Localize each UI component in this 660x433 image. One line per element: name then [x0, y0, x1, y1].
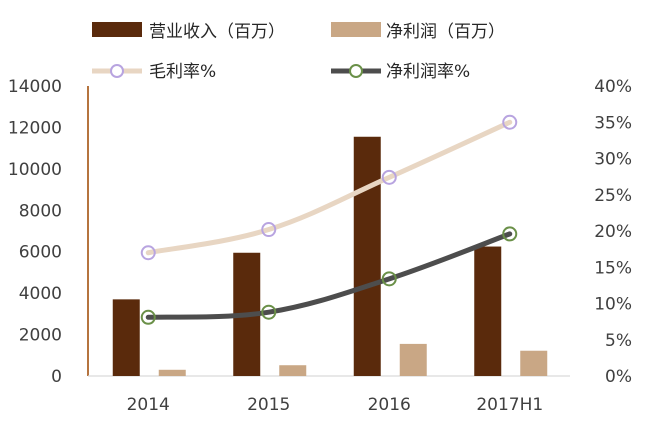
y-right-tick-label: 30%: [594, 150, 632, 170]
y-right-tick-label: 25%: [594, 186, 632, 206]
y-left-tick-label: 10000: [8, 160, 62, 180]
net-margin-point: [381, 271, 397, 287]
legend-swatch-net-profit: [331, 22, 381, 37]
legend-label-net-margin: 净利润率%: [386, 62, 470, 82]
y-right-tick-label: 15%: [594, 258, 632, 278]
y-right-tick-label: 35%: [594, 113, 632, 133]
legend-marker-gross-margin: [110, 64, 124, 78]
gross-margin-point: [502, 114, 518, 130]
net-margin-point: [140, 309, 156, 325]
y-left-tick-label: 14000: [8, 77, 62, 97]
y-left-tick-label: 8000: [19, 201, 62, 221]
gross-margin-point: [261, 222, 277, 238]
bar-net-profit: [158, 369, 186, 376]
y-right-tick-label: 10%: [594, 295, 632, 315]
y-right-tick-label: 40%: [594, 77, 632, 97]
legend-marker-net-margin: [349, 64, 363, 78]
net-margin-point: [502, 226, 518, 242]
y-left-tick-label: 4000: [19, 284, 62, 304]
x-tick-label: 2015: [247, 395, 290, 415]
net-margin-point: [261, 304, 277, 320]
bar-net-profit: [279, 365, 307, 376]
gross-margin-point: [140, 245, 156, 261]
legend-swatch-revenue: [92, 22, 142, 37]
legend-label-net-profit: 净利润（百万）: [386, 22, 505, 42]
x-tick-label: 2016: [368, 395, 411, 415]
y-left-tick-label: 6000: [19, 243, 62, 263]
y-right-tick-label: 5%: [605, 331, 632, 351]
gross-margin-point: [381, 169, 397, 185]
legend-label-revenue: 营业收入（百万）: [149, 22, 285, 42]
bar-revenue: [474, 246, 502, 376]
bar-net-profit: [520, 350, 548, 376]
bar-revenue: [112, 299, 140, 376]
y-left-tick-label: 12000: [8, 118, 62, 138]
y-right-tick-label: 0%: [605, 367, 632, 387]
y-left-tick-label: 0: [51, 367, 62, 387]
legend-label-gross-margin: 毛利率%: [149, 62, 216, 82]
x-tick-label: 2017H1: [476, 395, 543, 415]
net-margin-line: [145, 231, 513, 320]
y-left-tick-label: 2000: [19, 326, 62, 346]
x-tick-label: 2014: [127, 395, 170, 415]
gross-margin-line: [145, 119, 513, 256]
bar-revenue: [353, 136, 381, 376]
bar-net-profit: [399, 343, 427, 376]
y-right-tick-label: 20%: [594, 222, 632, 242]
